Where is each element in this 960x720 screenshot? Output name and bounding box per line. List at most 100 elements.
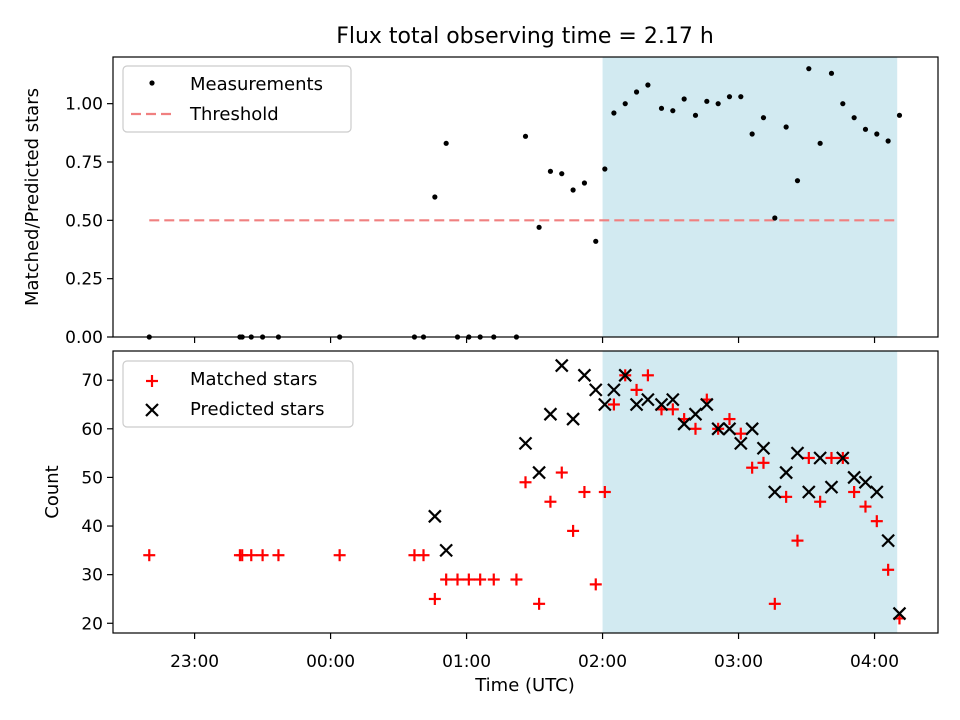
measurement-point: [896, 112, 903, 118]
bottom-y-tick-label: 50: [81, 468, 103, 488]
matched-star-point: [641, 369, 654, 382]
predicted-star-point: [518, 436, 533, 451]
predicted-star-point: [688, 407, 703, 421]
matched-star-point: [519, 476, 532, 489]
bottom-shaded-span: [602, 351, 898, 633]
x-tick-label: 01:00: [442, 652, 491, 672]
top-panel: 0.00 0.25 0.50 0.75 1.00 Matched/Predicted s…: [22, 56, 939, 348]
predicted-star-point: [554, 358, 569, 373]
predicted-star-point: [813, 451, 827, 465]
measurement-point: [794, 178, 801, 184]
measurement-point: [681, 96, 687, 102]
predicted-star-point: [824, 480, 839, 494]
predicted-star-point: [847, 470, 861, 485]
predicted-star-point: [588, 383, 603, 397]
matched-star-point: [451, 573, 464, 586]
measurement-point: [738, 94, 744, 100]
matched-star-point: [440, 573, 453, 586]
predicted-star-point: [881, 533, 895, 548]
measurement-point: [443, 140, 449, 146]
predicted-star-point: [428, 509, 442, 524]
predicted-star-point: [666, 392, 680, 407]
predicted-star-point: [677, 417, 691, 431]
bottom-y-tick-label: 20: [81, 614, 103, 634]
matched-star-point: [780, 490, 793, 503]
measurement-point: [432, 194, 438, 200]
measurement-point: [726, 94, 733, 100]
predicted-star-point: [734, 436, 748, 451]
matched-star-point: [428, 592, 441, 605]
bottom-y-tick-label: 40: [81, 517, 103, 537]
matched-star-point: [882, 563, 895, 576]
bottom-ylabel: Count: [42, 465, 63, 518]
measurement-point: [704, 98, 710, 104]
matched-star-point: [757, 456, 770, 469]
matched-star-point: [333, 549, 346, 562]
measurement-point: [633, 89, 640, 95]
measurement-point: [851, 115, 857, 121]
matched-star-point: [510, 573, 523, 586]
measurement-point: [715, 101, 721, 107]
predicted-star-point: [700, 397, 714, 412]
x-tick-label: 23:00: [170, 652, 219, 672]
measurement-point: [658, 105, 665, 111]
matched-star-point: [589, 578, 602, 591]
measurement-point: [593, 238, 599, 244]
matched-star-point: [533, 597, 546, 610]
measurement-point: [783, 124, 789, 130]
x-tick-label: 00:00: [306, 652, 355, 672]
matched-star-point: [848, 486, 861, 498]
top-legend-box: [122, 65, 352, 133]
matched-star-point: [859, 500, 872, 513]
matched-star-point: [607, 398, 620, 411]
bottom-y-tick-label: 70: [81, 371, 103, 391]
top-y-tick-label: 0.75: [65, 153, 103, 173]
measurement-point: [670, 108, 676, 114]
x-tick-label: 04:00: [850, 652, 899, 672]
predicted-star-point: [756, 441, 771, 456]
legend-measurements-label: Measurements: [190, 74, 323, 95]
matched-star-point: [487, 573, 500, 586]
matched-star-point: [598, 486, 611, 498]
x-axis-label: Time (UTC): [474, 675, 575, 696]
predicted-star-point: [618, 368, 633, 383]
matched-star-point: [143, 549, 156, 562]
predicted-star-point: [802, 485, 816, 499]
measurement-point: [522, 133, 529, 139]
measurement-point: [581, 180, 588, 186]
matched-star-point: [417, 549, 430, 562]
predicted-star-point: [745, 422, 759, 436]
matched-star-point: [462, 573, 475, 586]
predicted-star-point: [722, 422, 737, 436]
predicted-star-point: [532, 465, 546, 480]
bottom-y-tick-label: 60: [81, 420, 103, 440]
matched-star-point: [791, 534, 804, 547]
matched-star-point: [734, 427, 747, 440]
chart-title: Flux total observing time = 2.17 h: [336, 24, 714, 49]
predicted-star-point: [768, 485, 782, 499]
bottom-y-tick-label: 30: [81, 566, 103, 586]
measurement-point: [874, 131, 880, 137]
matched-star-point: [272, 549, 285, 562]
legend-predicted-label: Predicted stars: [190, 399, 324, 420]
matched-star-point: [870, 515, 883, 528]
top-ylabel: Matched/Predicted stars: [22, 88, 43, 306]
top-y-tick-label: 1.00: [65, 95, 103, 115]
predicted-star-point: [641, 392, 655, 407]
legend-threshold-label: Threshold: [189, 104, 279, 125]
predicted-star-point: [892, 606, 907, 621]
matched-star-point: [567, 524, 580, 537]
matched-star-point: [555, 466, 568, 479]
measurement-point: [806, 66, 812, 72]
top-y-tick-label: 0.50: [65, 211, 103, 231]
matched-star-point: [814, 495, 827, 508]
predicted-star-point: [629, 397, 644, 412]
predicted-star-point: [439, 543, 453, 558]
measurement-point: [772, 215, 778, 221]
bottom-panel: 20 30 40 50 60 70 Count Matched stars Predict…: [42, 350, 939, 639]
predicted-star-point: [790, 446, 805, 460]
top-axes-frame: [112, 56, 939, 338]
matched-star-point: [825, 451, 838, 464]
legend-matched-label: Matched stars: [190, 369, 317, 390]
